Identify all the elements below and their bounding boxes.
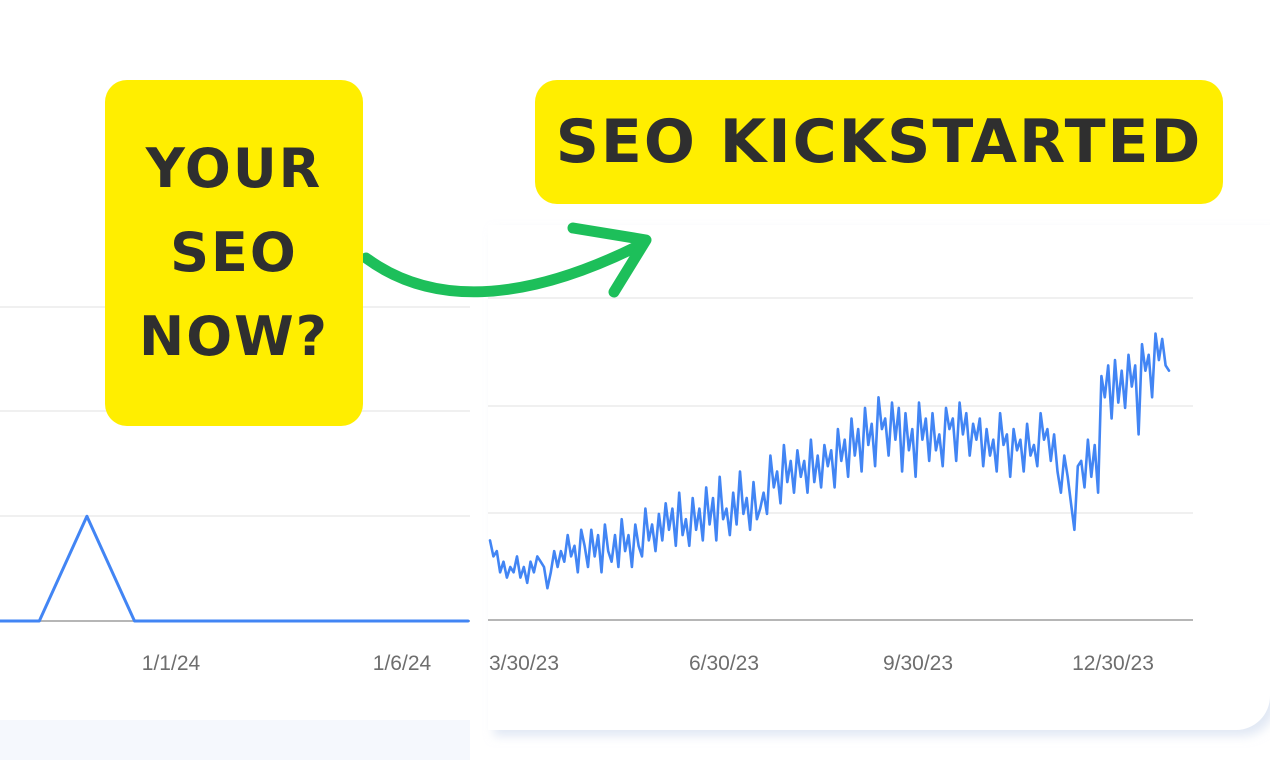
callout-left-line-1: YOUR bbox=[145, 137, 323, 200]
x-tick-label-1: 1/6/24 bbox=[373, 652, 432, 675]
callout-left-line-2: SEO bbox=[170, 221, 298, 284]
x-tick-label-3: 12/30/23 bbox=[1072, 652, 1154, 675]
chart-panel-right: 3/30/23 6/30/23 9/30/23 12/30/23 bbox=[488, 225, 1270, 730]
series-line bbox=[488, 332, 1171, 590]
callout-left-line-3: NOW? bbox=[139, 305, 329, 368]
callout-your-seo-now: YOUR SEO NOW? bbox=[105, 80, 363, 426]
x-tick-label-2: 9/30/23 bbox=[883, 652, 953, 675]
series-line bbox=[0, 514, 470, 623]
x-tick-label-0: 1/1/24 bbox=[142, 652, 201, 675]
x-tick-label-1: 6/30/23 bbox=[689, 652, 759, 675]
panel-left-footer bbox=[0, 720, 470, 760]
chart-right: 3/30/23 6/30/23 9/30/23 12/30/23 bbox=[488, 297, 1193, 675]
x-tick-label-0: 3/30/23 bbox=[489, 652, 559, 675]
callout-seo-kickstarted: SEO KICKSTARTED bbox=[535, 80, 1223, 204]
